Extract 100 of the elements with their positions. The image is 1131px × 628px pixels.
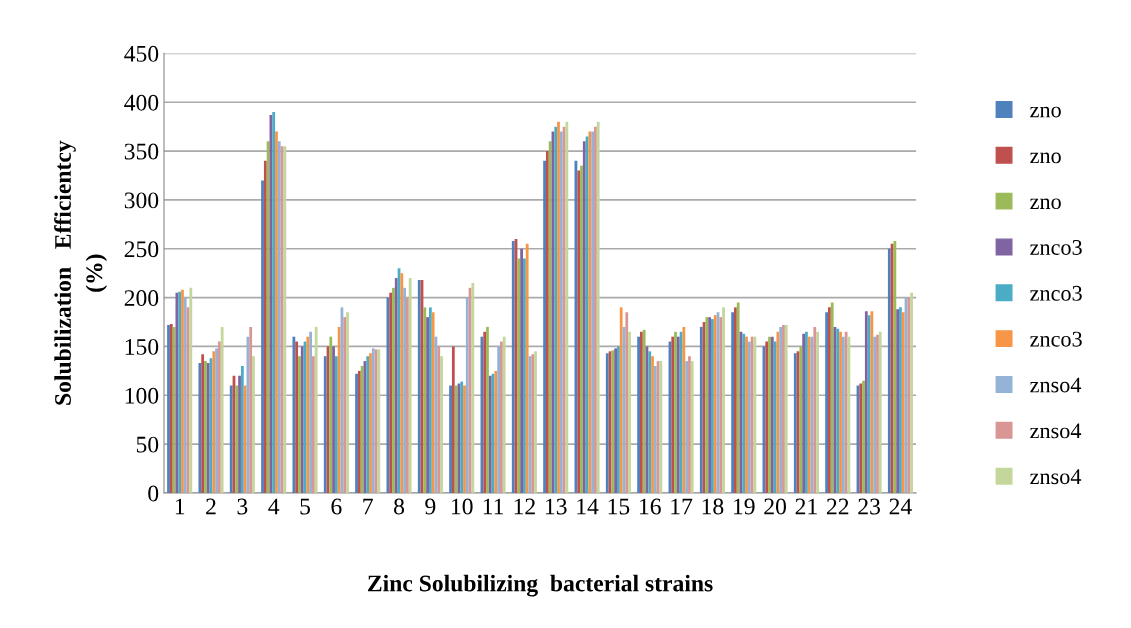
- x-tick-label: 10: [451, 498, 473, 515]
- legend-label: zno: [1030, 152, 1061, 164]
- bar: [217, 341, 221, 493]
- bar: [423, 307, 427, 493]
- bar: [545, 151, 549, 493]
- bar: [517, 258, 521, 493]
- bar: [229, 385, 233, 493]
- y-tick-label: 450: [124, 45, 159, 62]
- bar: [463, 385, 466, 493]
- bar: [332, 346, 335, 493]
- bar: [651, 356, 654, 493]
- bar: [311, 356, 315, 493]
- bar: [389, 292, 393, 493]
- bar: [405, 297, 409, 493]
- bar: [736, 302, 740, 493]
- bar: [309, 331, 312, 493]
- bar: [910, 292, 913, 493]
- y-tick-label: 350: [124, 143, 159, 160]
- x-tick-label: 18: [702, 498, 724, 515]
- x-tick-label: 24: [889, 498, 912, 515]
- bar: [243, 385, 247, 493]
- bar: [483, 331, 487, 493]
- y-tick-label: 200: [124, 290, 159, 307]
- x-tick-label: 9: [425, 498, 436, 515]
- bar: [688, 356, 691, 493]
- bar: [648, 351, 652, 493]
- bar: [776, 331, 780, 493]
- bar: [329, 336, 333, 493]
- bar: [676, 336, 680, 493]
- bar: [887, 248, 891, 493]
- bar: [451, 346, 455, 493]
- bar: [577, 170, 581, 493]
- legend-label: znso4: [1030, 377, 1082, 393]
- bar: [594, 126, 597, 493]
- bar: [183, 297, 187, 493]
- bar: [653, 365, 657, 493]
- bar: [337, 326, 341, 493]
- bar: [619, 307, 623, 493]
- bar: [240, 365, 244, 493]
- bar: [731, 312, 734, 493]
- x-tick-label: 3: [237, 498, 248, 515]
- bar: [394, 278, 398, 493]
- bar: [343, 317, 347, 493]
- bar: [722, 307, 725, 493]
- bar: [300, 346, 304, 493]
- bar: [580, 165, 583, 493]
- legend-label: znco3: [1030, 285, 1082, 301]
- x-tick-label: 5: [300, 498, 310, 515]
- bar: [747, 341, 751, 493]
- y-tick-label: 150: [125, 338, 159, 355]
- y-tick-label: 50: [136, 436, 159, 453]
- bar: [198, 363, 202, 493]
- legend-label: znso4: [1030, 469, 1082, 485]
- x-tick-label: 20: [764, 498, 786, 515]
- bar: [292, 336, 296, 493]
- x-tick-label: 4: [268, 498, 280, 515]
- x-tick-label: 13: [545, 498, 567, 515]
- bar: [408, 278, 412, 493]
- bar: [502, 336, 506, 493]
- bar: [870, 311, 874, 493]
- bar: [314, 326, 318, 493]
- bar: [522, 258, 526, 493]
- y-tick-label: 0: [148, 485, 159, 502]
- bar: [497, 346, 501, 493]
- bar: [685, 361, 689, 493]
- bar: [298, 356, 301, 493]
- y-axis-title: Solubilization Efficientcy (%): [54, 140, 108, 405]
- bar: [249, 326, 253, 493]
- bar: [392, 287, 395, 493]
- y-tick-label: 400: [124, 94, 159, 111]
- bar: [235, 385, 239, 493]
- x-tick-label: 8: [394, 498, 405, 515]
- bar: [334, 356, 338, 493]
- bar: [440, 356, 443, 493]
- bar: [901, 312, 905, 493]
- legend-label: zno: [1030, 106, 1061, 118]
- bar: [637, 336, 640, 493]
- bar: [674, 331, 677, 493]
- bar: [682, 326, 686, 493]
- bar: [275, 131, 278, 493]
- x-tick-label: 19: [734, 498, 755, 515]
- bar: [403, 287, 406, 493]
- bar: [565, 121, 569, 493]
- bar: [520, 248, 523, 493]
- bar: [465, 297, 469, 493]
- bar: [864, 311, 868, 493]
- bar: [323, 356, 327, 493]
- x-tick-label: 22: [827, 498, 849, 515]
- x-tick-label: 23: [858, 498, 880, 515]
- bar: [825, 312, 829, 493]
- bar: [263, 160, 267, 493]
- bar: [719, 317, 723, 493]
- bar: [428, 307, 432, 493]
- x-tick-label: 17: [671, 498, 693, 515]
- bar: [690, 361, 694, 493]
- legend-label: znco3: [1030, 331, 1082, 347]
- bar: [471, 282, 475, 493]
- bar: [201, 354, 205, 493]
- bar: [554, 126, 558, 493]
- x-tick-label: 16: [640, 498, 661, 515]
